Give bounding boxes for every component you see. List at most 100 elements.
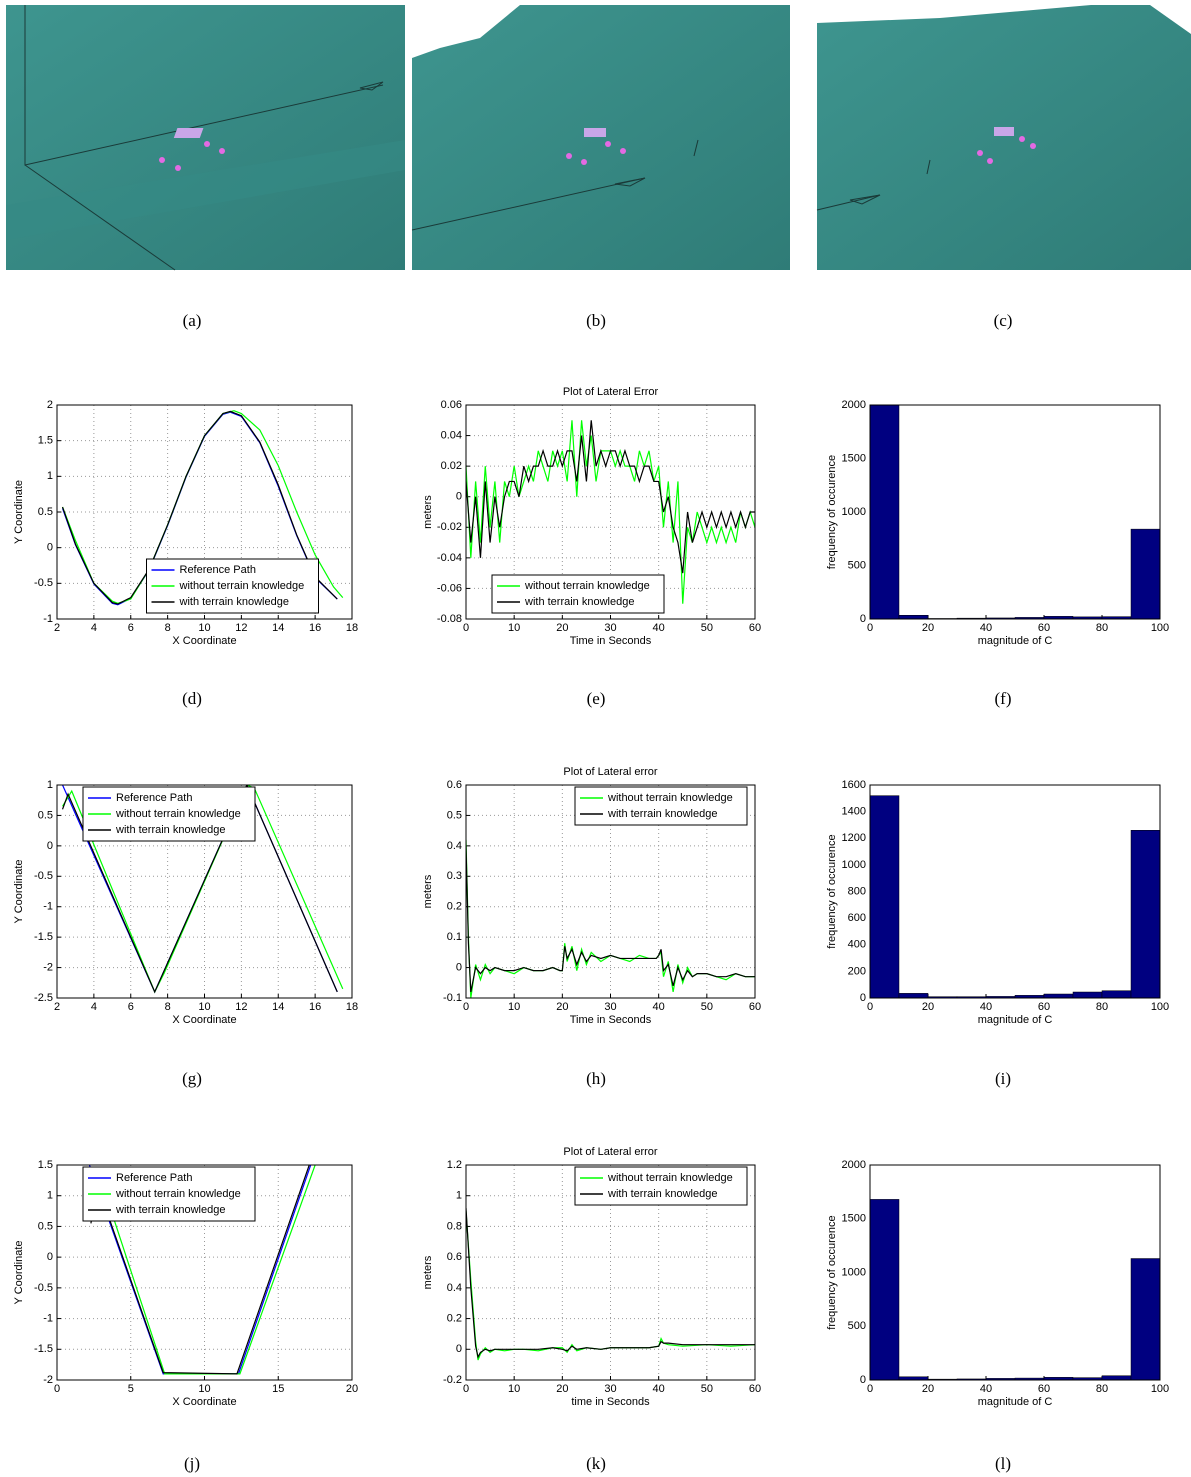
y-tick-label: -2	[43, 1374, 53, 1386]
y-tick-label: 0.6	[447, 1251, 462, 1263]
x-tick-label: 2	[54, 1001, 60, 1013]
chart: 0102030405060-0.100.10.20.30.40.50.6Plot…	[422, 766, 761, 1088]
legend: Reference Pathwithout terrain knowledgew…	[83, 1167, 255, 1221]
caption: (e)	[587, 689, 606, 708]
y-tick-label: 2	[47, 399, 53, 411]
y-tick-label: 500	[848, 559, 866, 571]
chart-title: Plot of Lateral error	[563, 766, 657, 778]
caption: (c)	[994, 311, 1013, 330]
y-tick-label: -1.5	[34, 1343, 53, 1355]
bar	[870, 796, 899, 998]
y-tick-label: 0	[456, 961, 462, 973]
y-axis-label: Y Coordinate	[13, 1240, 25, 1304]
plot-area	[870, 785, 1160, 998]
caption: (g)	[182, 1069, 202, 1088]
y-tick-label: 0	[860, 613, 866, 625]
x-axis-label: Time in Seconds	[570, 635, 652, 647]
y-tick-label: 0	[456, 491, 462, 503]
x-tick-label: 6	[128, 1001, 134, 1013]
x-tick-label: 0	[463, 1001, 469, 1013]
x-tick-label: 5	[128, 1383, 134, 1395]
x-axis-label: magnitude of C	[978, 635, 1053, 647]
x-tick-label: 60	[1038, 622, 1050, 634]
x-tick-label: 100	[1151, 1001, 1169, 1013]
chart-title: Plot of Lateral error	[563, 1146, 657, 1158]
legend-label: without terrain knowledge	[115, 1188, 241, 1200]
x-tick-label: 20	[922, 622, 934, 634]
y-tick-label: 0.1	[447, 931, 462, 943]
x-axis-label: magnitude of C	[978, 1396, 1053, 1408]
y-tick-label: 0	[456, 1343, 462, 1355]
caption: (i)	[995, 1069, 1011, 1088]
y-tick-label: 600	[848, 912, 866, 924]
y-tick-label: -0.04	[437, 552, 462, 564]
x-axis-label: time in Seconds	[571, 1396, 650, 1408]
y-tick-label: 400	[848, 939, 866, 951]
y-tick-label: 800	[848, 885, 866, 897]
x-tick-label: 10	[508, 1001, 520, 1013]
x-tick-label: 14	[272, 622, 284, 634]
caption: (a)	[183, 311, 202, 330]
plot-area	[870, 405, 1160, 619]
x-tick-label: 40	[653, 1383, 665, 1395]
bar	[1102, 991, 1131, 998]
x-tick-label: 0	[463, 622, 469, 634]
y-tick-label: 1200	[842, 832, 866, 844]
figure: (a) (b) (c) 24681012141618-1-0.500.511.5…	[0, 0, 1191, 1477]
x-tick-label: 40	[653, 622, 665, 634]
x-tick-label: 16	[309, 1001, 321, 1013]
x-tick-label: 60	[1038, 1383, 1050, 1395]
x-tick-label: 10	[198, 1383, 210, 1395]
x-tick-label: 20	[556, 622, 568, 634]
legend-label: without terrain knowledge	[607, 792, 733, 804]
y-tick-label: 2000	[842, 399, 866, 411]
caption: (f)	[995, 689, 1012, 708]
legend-label: without terrain knowledge	[179, 580, 305, 592]
x-tick-label: 60	[749, 1383, 761, 1395]
y-tick-label: 1	[47, 779, 53, 791]
x-tick-label: 80	[1096, 622, 1108, 634]
y-axis-label: Y Coordinate	[13, 859, 25, 923]
x-axis-label: magnitude of C	[978, 1014, 1053, 1026]
y-tick-label: 1500	[842, 452, 866, 464]
y-tick-label: 0	[860, 1374, 866, 1386]
y-tick-label: -0.2	[443, 1374, 462, 1386]
x-tick-label: 50	[701, 1383, 713, 1395]
y-tick-label: 0.5	[38, 809, 53, 821]
y-axis-label: meters	[422, 495, 434, 529]
x-tick-label: 20	[922, 1001, 934, 1013]
bar	[1102, 1376, 1131, 1380]
legend-label: Reference Path	[180, 564, 256, 576]
chart-title: Plot of Lateral Error	[563, 386, 659, 398]
x-tick-label: 8	[165, 622, 171, 634]
chart: 0204060801000500100015002000magnitude of…	[826, 1159, 1169, 1473]
bar	[899, 993, 928, 998]
x-tick-label: 20	[556, 1383, 568, 1395]
x-tick-label: 12	[235, 622, 247, 634]
y-tick-label: 1.2	[447, 1159, 462, 1171]
x-tick-label: 60	[1038, 1001, 1050, 1013]
y-tick-label: 1.5	[38, 1159, 53, 1171]
legend-label: without terrain knowledge	[115, 808, 241, 820]
y-tick-label: 1600	[842, 779, 866, 791]
x-tick-label: 80	[1096, 1383, 1108, 1395]
legend: without terrain knowledgewith terrain kn…	[575, 787, 747, 825]
y-tick-label: 0.02	[441, 460, 462, 472]
x-tick-label: 40	[980, 1383, 992, 1395]
y-tick-label: 0.04	[441, 429, 462, 441]
y-tick-label: -2.5	[34, 992, 53, 1004]
chart: 05101520-2-1.5-1-0.500.511.5X Coordinate…	[13, 1159, 358, 1473]
x-tick-label: 0	[867, 1001, 873, 1013]
y-tick-label: 200	[848, 965, 866, 977]
x-tick-label: 10	[508, 1383, 520, 1395]
legend-label: with terrain knowledge	[115, 1204, 225, 1216]
y-tick-label: 0.4	[447, 1282, 462, 1294]
y-tick-label: 500	[848, 1320, 866, 1332]
caption: (l)	[995, 1454, 1011, 1473]
y-tick-label: -1.5	[34, 931, 53, 943]
x-tick-label: 0	[867, 1383, 873, 1395]
y-tick-label: 0	[47, 542, 53, 554]
